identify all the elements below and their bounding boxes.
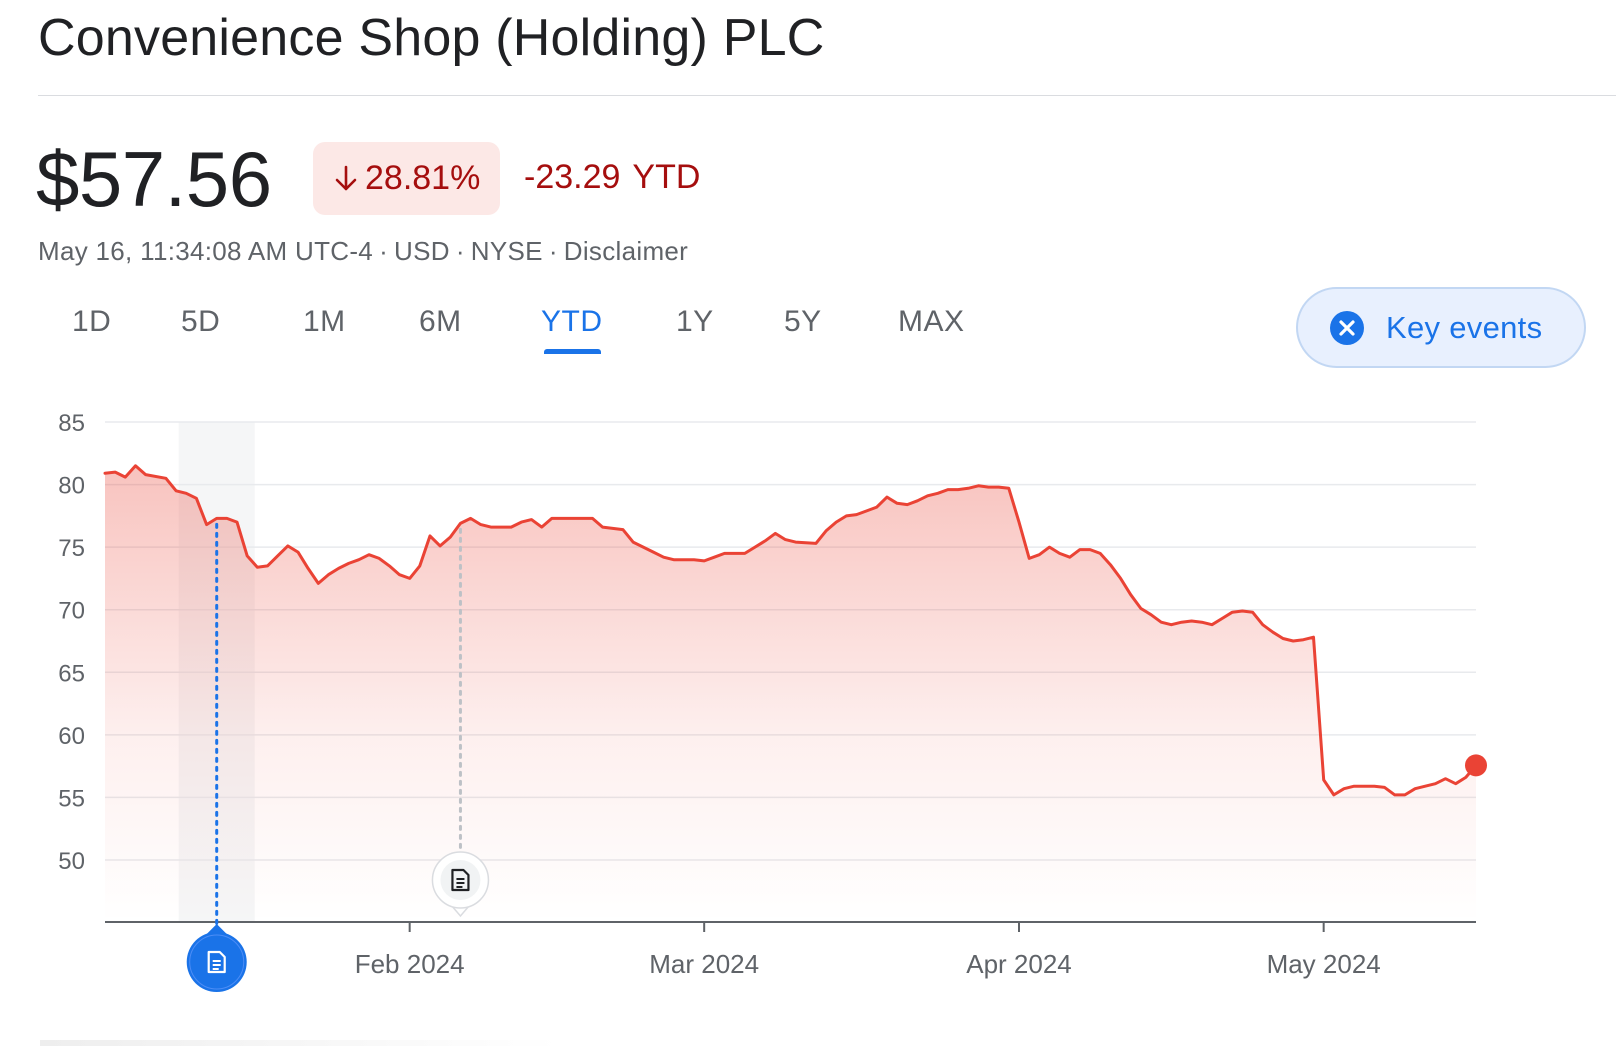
y-axis-labels: 85 80 75 70 65 60 55 50 [58, 410, 85, 875]
last-price-marker [1465, 754, 1487, 777]
price-chart[interactable]: 85 80 75 70 65 60 55 50 Feb 2024 Mar 2024 Apr 202… [0, 400, 1616, 1040]
tab-5y[interactable]: 5Y [784, 305, 822, 338]
bottom-divider [40, 1040, 560, 1046]
quote-currency: USD [394, 236, 450, 266]
y-tick-label: 80 [58, 473, 85, 500]
page-title: Convenience Shop (Holding) PLC [38, 9, 825, 67]
quote-meta: May 16, 11:34:08 AM UTC-4 · USD · NYSE · Discl… [38, 236, 688, 267]
x-tick-label: May 2024 [1267, 949, 1381, 979]
tab-1d[interactable]: 1D [72, 305, 112, 338]
price-line [103, 464, 1478, 797]
arrow-down-icon [335, 165, 357, 193]
y-tick-label: 70 [58, 598, 85, 625]
price-area-fill [105, 465, 1476, 922]
range-tabs: 1D 5D 1M 6M YTD 1Y 5Y MAX [0, 305, 1000, 365]
x-tick-label: Apr 2024 [966, 949, 1072, 979]
x-tick-label: Mar 2024 [649, 949, 759, 979]
disclaimer-link[interactable]: Disclaimer [563, 236, 689, 266]
y-tick-label: 55 [58, 785, 85, 812]
tab-5d[interactable]: 5D [181, 305, 221, 338]
y-tick-label: 50 [58, 848, 85, 875]
y-tick-label: 85 [58, 410, 85, 437]
separator-dot: · [379, 236, 389, 266]
absolute-change-value: -23.29 [524, 158, 621, 196]
x-tick-label: Feb 2024 [355, 949, 465, 979]
tab-ytd[interactable]: YTD [541, 305, 603, 338]
y-tick-label: 60 [58, 723, 85, 750]
tab-1y[interactable]: 1Y [676, 305, 714, 338]
event-marker[interactable] [431, 527, 490, 918]
percent-change-badge: 28.81% [313, 142, 501, 215]
close-circle-icon [1330, 310, 1364, 345]
document-icon [207, 950, 226, 974]
percent-change-value: 28.81% [365, 159, 481, 197]
title-divider [38, 95, 1616, 96]
tab-1m[interactable]: 1M [303, 305, 346, 338]
current-price: $57.56 [36, 135, 272, 223]
quote-exchange: NYSE [470, 236, 543, 266]
event-marker-selected[interactable] [186, 522, 247, 992]
tab-max[interactable]: MAX [898, 305, 965, 338]
tab-6m[interactable]: 6M [419, 305, 462, 338]
change-period: YTD [632, 158, 701, 196]
key-events-button[interactable]: Key events [1296, 287, 1586, 368]
x-axis-ticks: Feb 2024 Mar 2024 Apr 2024 May 2024 [355, 922, 1381, 979]
separator-dot: · [455, 236, 465, 266]
selected-tab-indicator [544, 349, 601, 354]
quote-timestamp: May 16, 11:34:08 AM UTC-4 [38, 236, 374, 266]
document-icon [451, 868, 470, 892]
separator-dot: · [548, 236, 558, 266]
y-tick-label: 65 [58, 660, 85, 687]
event-markers [186, 522, 490, 992]
y-tick-label: 75 [58, 535, 85, 562]
absolute-change: -23.29 YTD [524, 158, 700, 197]
key-events-label: Key events [1386, 309, 1543, 345]
